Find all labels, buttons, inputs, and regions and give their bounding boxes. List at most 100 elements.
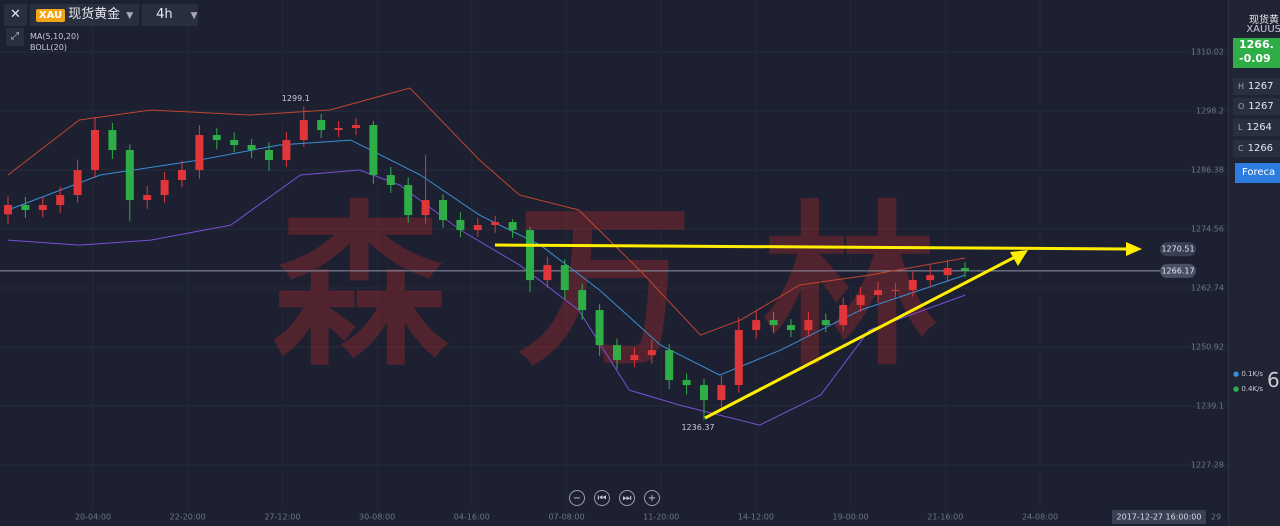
x-tick-label: 27-12:00 xyxy=(264,513,300,522)
candle-body xyxy=(752,320,761,331)
y-tick-label: 1298.2 xyxy=(1196,107,1224,116)
candle-body xyxy=(334,128,343,131)
candle-body xyxy=(230,140,239,146)
price-tag xyxy=(1160,263,1196,278)
indicator-line xyxy=(7,169,966,426)
expand-button[interactable]: ⤢ xyxy=(6,28,24,46)
forecast-button[interactable]: Foreca xyxy=(1235,163,1280,183)
candle-body xyxy=(578,290,587,311)
y-tick-label: 1274.56 xyxy=(1191,224,1224,233)
x-tick-label: 24-08:00 xyxy=(1022,513,1058,522)
rate-label: ● 0.1K/s xyxy=(1233,370,1264,378)
period: 4h xyxy=(156,7,173,22)
candle-body xyxy=(769,320,778,326)
high-annotation: 1299.1 xyxy=(282,94,310,103)
x-tick-label: 30-08:00 xyxy=(359,513,395,522)
row-key: C xyxy=(1238,144,1244,153)
candle-body xyxy=(21,205,30,211)
plot: 1299.1 1236.37 xyxy=(0,87,1160,432)
low-row: L 1264 xyxy=(1233,119,1280,136)
candle-body xyxy=(125,150,134,201)
watermark: 森万林 xyxy=(273,187,1008,390)
chart-background xyxy=(0,0,1228,526)
toolbar: ✕ XAU 现货黄金 ▼ 4h ▼ xyxy=(4,4,199,26)
row-value: 1264 xyxy=(1246,122,1272,133)
scroll-end[interactable]: ⏭ xyxy=(619,490,635,506)
rate-value: 0.1K/s xyxy=(1241,370,1264,378)
candle-body xyxy=(891,290,900,292)
row-value: 1267 xyxy=(1248,101,1274,112)
x-tick-label: 14-12:00 xyxy=(738,513,774,522)
x-tick-label: 22-20:00 xyxy=(170,513,206,522)
candle-body xyxy=(682,380,691,386)
trend-arrow xyxy=(704,255,1016,420)
price-tag xyxy=(1160,242,1196,257)
zoom-out[interactable]: − xyxy=(569,490,585,506)
axes: 1227.28 1239.1 1250.92 1262.74 1274.56 1286.3… xyxy=(75,48,1224,524)
arrow-head xyxy=(1126,242,1142,256)
candle-body xyxy=(282,140,291,161)
y-tick-label: 1286.38 xyxy=(1191,166,1224,175)
candle-body xyxy=(804,320,813,331)
last-price: 1266. xyxy=(1239,38,1274,51)
price-tag-label: 1266.17 xyxy=(1161,266,1194,275)
candle-body xyxy=(613,345,621,361)
y-tick-label: 1227.28 xyxy=(1191,460,1224,469)
candle-body xyxy=(647,350,656,356)
indicator-line xyxy=(7,87,966,336)
candle-body xyxy=(178,170,186,181)
candle-body xyxy=(630,355,639,361)
instrument-name: 现货黄 xyxy=(1249,15,1279,26)
symbol-select[interactable]: XAU 现货黄金 ▼ xyxy=(29,4,140,26)
candle-body xyxy=(665,350,674,381)
candle-body xyxy=(160,180,169,196)
candle-body xyxy=(369,125,378,176)
x-tick-label: 19-00:00 xyxy=(833,513,869,522)
candle-body xyxy=(317,120,326,131)
gauge-value: 6 xyxy=(1267,368,1280,392)
x-tick-label: 21-16:00 xyxy=(927,513,963,522)
candle-body xyxy=(874,290,882,296)
candle-body xyxy=(352,125,360,129)
candle-body xyxy=(943,268,952,276)
arrow-head xyxy=(1010,250,1028,266)
indicator-label: MA(5,10,20) xyxy=(30,32,80,41)
indicator-line xyxy=(7,139,966,376)
candle-body xyxy=(717,385,726,401)
y-tick-label: 1250.92 xyxy=(1191,342,1224,351)
candle-body xyxy=(543,265,552,281)
candle-body xyxy=(560,265,569,291)
candle-body xyxy=(456,220,465,231)
x-tick-label: 11-20:00 xyxy=(643,513,679,522)
close-button[interactable]: ✕ xyxy=(4,4,27,26)
candle-body xyxy=(56,195,65,206)
x-tick-label: 04-16:00 xyxy=(454,513,490,522)
price-tag-label: 1270.51 xyxy=(1161,245,1194,254)
open-row: O 1267 xyxy=(1233,98,1280,115)
instrument-symbol: XAUUS xyxy=(1246,24,1280,35)
scroll-start[interactable]: ⏮ xyxy=(594,490,610,506)
quote-box: 1266. -0.09 xyxy=(1233,38,1280,68)
candle-body xyxy=(491,222,500,226)
candle-body xyxy=(4,205,12,215)
zoom-in[interactable]: + xyxy=(644,490,660,506)
x-tick-label: 20-04:00 xyxy=(75,513,111,522)
low-annotation: 1236.37 xyxy=(681,423,714,432)
period-select[interactable]: 4h ▼ xyxy=(142,4,199,26)
row-key: H xyxy=(1238,82,1245,91)
row-key: O xyxy=(1238,102,1245,111)
y-tick-label: 1262.74 xyxy=(1191,283,1224,292)
candle-body xyxy=(700,385,708,401)
y-tick-label: 1239.1 xyxy=(1196,401,1224,410)
candle-body xyxy=(839,305,848,326)
candle-body xyxy=(473,225,482,231)
candle-body xyxy=(734,330,743,386)
candle-body xyxy=(421,200,430,216)
trend-arrow xyxy=(494,243,1129,251)
candle-body xyxy=(38,205,47,211)
candle-body xyxy=(595,310,604,346)
candle-body xyxy=(386,175,395,186)
candle-body xyxy=(908,280,917,291)
cursor-label-box xyxy=(1112,510,1206,524)
